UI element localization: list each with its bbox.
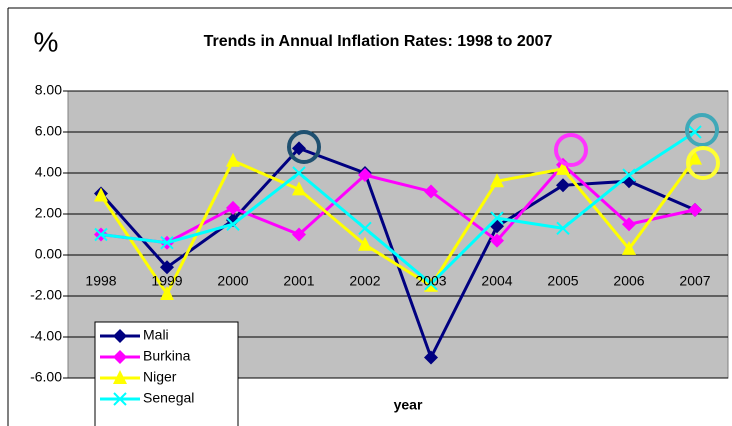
legend-label: Senegal (143, 390, 194, 406)
y-tick-label: 4.00 (35, 164, 62, 180)
y-tick-label: -4.00 (30, 328, 62, 344)
marker (622, 217, 636, 232)
marker (94, 187, 108, 202)
marker (556, 160, 570, 175)
x-tick-label: 2001 (283, 273, 314, 289)
marker (424, 276, 438, 291)
marker (226, 217, 240, 231)
marker (358, 168, 372, 183)
y-tick-label: -6.00 (30, 369, 62, 385)
marker (688, 150, 702, 165)
marker (622, 240, 636, 255)
x-tick-label: 1998 (85, 273, 116, 289)
y-tick-label: 8.00 (35, 82, 62, 98)
x-tick-label: 2000 (217, 273, 248, 289)
marker (226, 200, 240, 215)
y-axis-label: % (34, 26, 59, 57)
highlights (287, 113, 720, 180)
marker (292, 227, 306, 242)
marker (292, 141, 306, 156)
marker (226, 152, 240, 167)
marker (160, 285, 174, 300)
marker (226, 213, 240, 228)
marker (358, 221, 372, 236)
marker (556, 178, 570, 193)
x-tick-label: 2002 (349, 273, 380, 289)
highlight-circle (685, 113, 719, 147)
highlight-circle (287, 130, 321, 164)
x-tick-label: 1999 (151, 273, 182, 289)
marker (292, 181, 306, 196)
y-tick-label: 6.00 (35, 123, 62, 139)
marker (160, 235, 174, 250)
legend-marker (113, 350, 127, 364)
marker (490, 211, 504, 225)
highlight-circle (554, 133, 588, 167)
legend-marker (113, 392, 127, 406)
marker (556, 221, 570, 236)
x-tick-label: 2007 (679, 273, 710, 289)
marker (94, 227, 108, 242)
marker (358, 236, 372, 251)
legend-label: Burkina (143, 348, 191, 364)
x-tick-label: 2004 (481, 273, 512, 289)
legend-marker (113, 329, 127, 343)
series-line (99, 157, 697, 297)
marker (490, 173, 504, 188)
legend-label: Mali (143, 327, 169, 343)
y-tick-label: 0.00 (35, 246, 62, 262)
marker (160, 260, 174, 275)
y-tick-label: -2.00 (30, 287, 62, 303)
chart-title: Trends in Annual Inflation Rates: 1998 t… (204, 33, 553, 50)
x-axis-label: year (394, 397, 423, 413)
marker (424, 350, 438, 365)
marker (292, 166, 306, 180)
marker (688, 202, 702, 217)
legend: Mali Burkina Niger Senegal (94, 321, 239, 426)
legend-marker (113, 370, 127, 384)
x-tick-label: 2005 (547, 273, 578, 289)
x-tick-label: 2006 (613, 273, 644, 289)
y-tick-label: 2.00 (35, 205, 62, 221)
x-tick-label: 2003 (415, 273, 446, 289)
legend-label: Niger (143, 369, 177, 385)
marker (622, 168, 636, 182)
marker (424, 184, 438, 199)
series-line (100, 130, 696, 286)
marker (688, 125, 702, 139)
marker (490, 233, 504, 248)
highlight-circle (686, 146, 720, 180)
